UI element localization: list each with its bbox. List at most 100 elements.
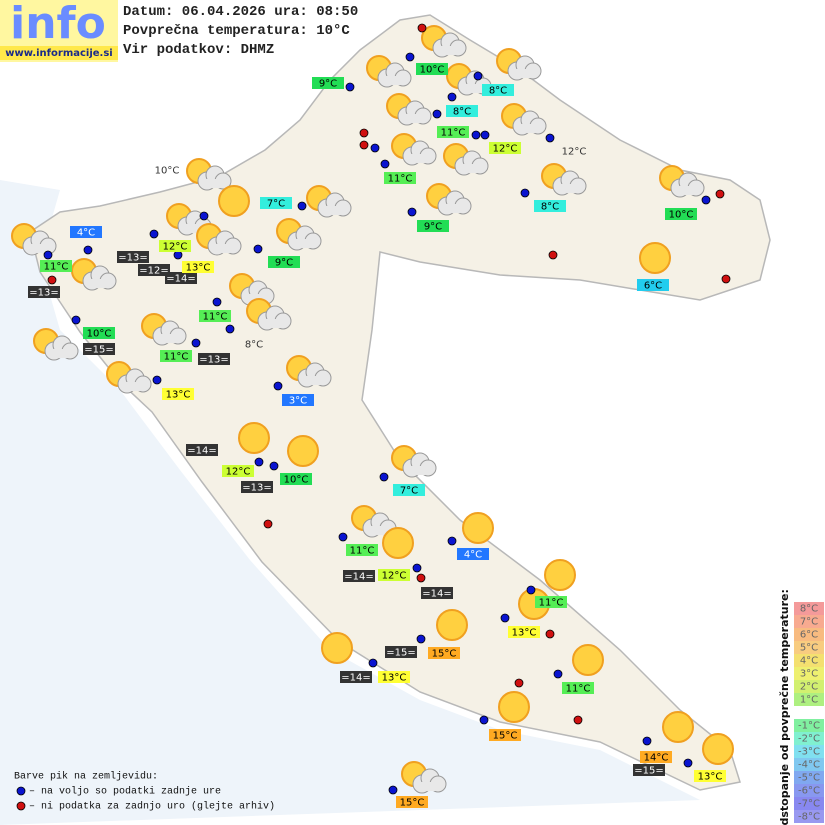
label-box — [421, 587, 453, 599]
station-dot — [71, 315, 81, 325]
station-temperature: 13°C — [166, 390, 191, 401]
station-dot — [368, 658, 378, 668]
sun-cloud-icon — [391, 133, 437, 166]
label-box — [282, 394, 314, 406]
station-dot — [199, 211, 209, 221]
label-box — [489, 142, 521, 154]
station-dot-missing — [514, 678, 524, 688]
cloud — [465, 84, 485, 93]
cloud — [560, 184, 580, 193]
scale-title: Odstopanje od povprečne temperature: — [778, 589, 791, 825]
scale-label: 8°C — [800, 604, 818, 615]
cloud — [90, 279, 110, 288]
cloud — [410, 466, 430, 475]
label-box — [28, 286, 60, 298]
sun-cloud-icon — [443, 143, 489, 176]
scale-label: 6°C — [800, 630, 818, 641]
station-dot — [480, 130, 490, 140]
station-dot — [642, 736, 652, 746]
sun-icon — [436, 609, 468, 641]
sun-cloud-icon — [11, 223, 57, 256]
logo: info — [10, 0, 106, 49]
cloud — [462, 164, 482, 173]
cloud — [125, 382, 145, 391]
sun — [544, 559, 576, 591]
cloud — [420, 782, 440, 791]
station-dot — [412, 563, 422, 573]
station-dots — [43, 23, 731, 795]
cloud — [185, 224, 205, 233]
scale-label: 3°C — [800, 669, 818, 680]
station-dot — [297, 201, 307, 211]
station-temperature: 10°C — [420, 65, 445, 76]
station-dot-missing — [263, 519, 273, 529]
scale-swatch — [794, 745, 824, 758]
station-dot — [416, 634, 426, 644]
station-dot — [345, 82, 355, 92]
cloud — [265, 319, 285, 328]
label-box — [280, 473, 312, 485]
station-temperature: 7°C — [267, 199, 285, 210]
label-box — [186, 444, 218, 456]
sun-cloud-icon — [496, 48, 542, 81]
station-dot-missing — [359, 140, 369, 150]
label-box — [416, 63, 448, 75]
station-dot-missing — [417, 23, 427, 33]
label-box — [378, 569, 410, 581]
station-temperature: 11°C — [388, 174, 413, 185]
label-box — [260, 197, 292, 209]
scale-label: 2°C — [800, 682, 818, 693]
url[interactable]: www.informacije.si — [5, 48, 113, 59]
station-dot — [379, 472, 389, 482]
station-temperature: 11°C — [350, 546, 375, 557]
station-temperature: 12°C — [562, 147, 587, 158]
cloud — [370, 526, 390, 535]
station-temperature: 15°C — [432, 649, 457, 660]
label-box — [343, 570, 375, 582]
label-box — [562, 682, 594, 694]
station-temperature: 13°C — [382, 673, 407, 684]
station-dot — [253, 244, 263, 254]
scale-swatch — [794, 758, 824, 771]
station-dot-missing — [47, 275, 57, 285]
sun-icon — [498, 691, 530, 723]
sun-cloud-icon — [306, 185, 352, 218]
station-dot — [43, 250, 53, 260]
label-box — [199, 310, 231, 322]
station-temperature: 9°C — [424, 222, 442, 233]
label-box — [378, 671, 410, 683]
sun-cloud-icon — [391, 445, 437, 478]
sun-icon — [287, 435, 319, 467]
scale-swatch — [794, 667, 824, 680]
station-dot — [479, 715, 489, 725]
label-box — [162, 388, 194, 400]
station-dot — [388, 785, 398, 795]
sun-cloud-icon — [246, 298, 292, 331]
label-box — [165, 272, 197, 284]
station-dot-missing — [548, 250, 558, 260]
station-temperature: 11°C — [441, 128, 466, 139]
cloud — [160, 334, 180, 343]
sun — [662, 711, 694, 743]
station-dot — [370, 143, 380, 153]
scale-swatch — [794, 615, 824, 628]
station-temperature: 11°C — [566, 684, 591, 695]
scale-label: -2°C — [798, 734, 820, 745]
station-dot — [553, 669, 563, 679]
sun-icon — [462, 512, 494, 544]
station-dot — [432, 109, 442, 119]
station-temperature: 13°C — [186, 263, 211, 274]
label-box — [694, 770, 726, 782]
cloud — [295, 239, 315, 248]
legend-title: Barve pik na zemljevidu: — [14, 771, 158, 783]
scale-swatch — [794, 719, 824, 732]
station-temperature: 8°C — [489, 86, 507, 97]
station-temperature: 11°C — [44, 262, 69, 273]
sun-cloud-icon — [106, 361, 152, 394]
station-temperature: =15= — [634, 766, 663, 777]
sun-icon — [702, 733, 734, 765]
station-temperature: 3°C — [289, 396, 307, 407]
station-temperature: =13= — [29, 288, 58, 299]
scale-swatch — [794, 732, 824, 745]
scale-label: -8°C — [798, 812, 820, 823]
